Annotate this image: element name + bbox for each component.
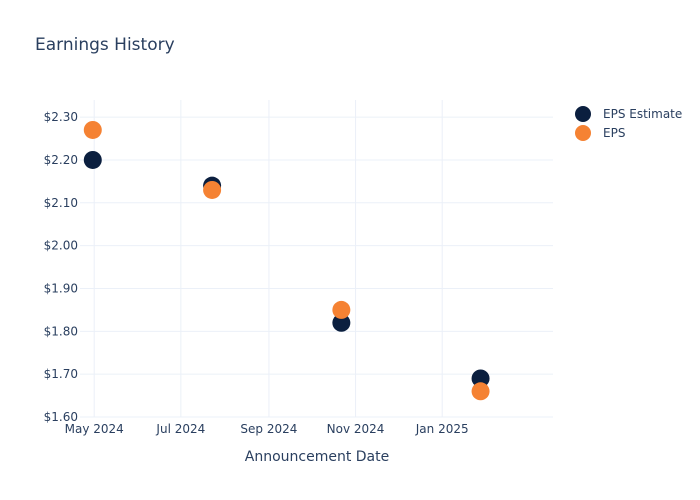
data-point-eps-estimate[interactable]	[471, 369, 490, 388]
data-points	[83, 120, 490, 401]
legend-marker[interactable]	[575, 106, 591, 122]
x-tick-label: Jul 2024	[155, 422, 205, 436]
data-point-eps[interactable]	[203, 180, 222, 199]
x-tick-label: Sep 2024	[240, 422, 297, 436]
y-tick-label: $1.70	[44, 367, 78, 381]
data-point-eps[interactable]	[332, 300, 351, 319]
legend-label[interactable]: EPS	[603, 126, 625, 140]
y-tick-label: $2.10	[44, 196, 78, 210]
x-tick-label: May 2024	[65, 422, 124, 436]
data-point-eps[interactable]	[83, 120, 102, 139]
y-tick-label: $1.60	[44, 410, 78, 424]
chart-title: Earnings History	[35, 35, 175, 55]
legend-label[interactable]: EPS Estimate	[603, 107, 682, 121]
data-point-eps-estimate[interactable]	[83, 150, 102, 169]
y-tick-label: $2.20	[44, 153, 78, 167]
y-tick-label: $1.90	[44, 281, 78, 295]
data-point-eps-estimate[interactable]	[332, 313, 351, 332]
y-tick-label: $2.30	[44, 110, 78, 124]
data-point-eps[interactable]	[471, 382, 490, 401]
y-tick-label: $2.00	[44, 239, 78, 253]
x-tick-label: Jan 2025	[415, 422, 469, 436]
x-axis-ticks: May 2024 Jul 2024 Sep 2024 Nov 2024 Jan 2025	[65, 422, 469, 436]
legend-marker[interactable]	[575, 125, 591, 141]
legend[interactable]: EPS Estimate EPS	[575, 106, 682, 141]
y-tick-label: $1.80	[44, 324, 78, 338]
x-tick-label: Nov 2024	[327, 422, 385, 436]
y-axis-ticks: $1.60 $1.70 $1.80 $1.90 $2.00 $2.10 $2.20 $2.30	[44, 110, 78, 424]
x-axis-title: Announcement Date	[245, 449, 389, 465]
